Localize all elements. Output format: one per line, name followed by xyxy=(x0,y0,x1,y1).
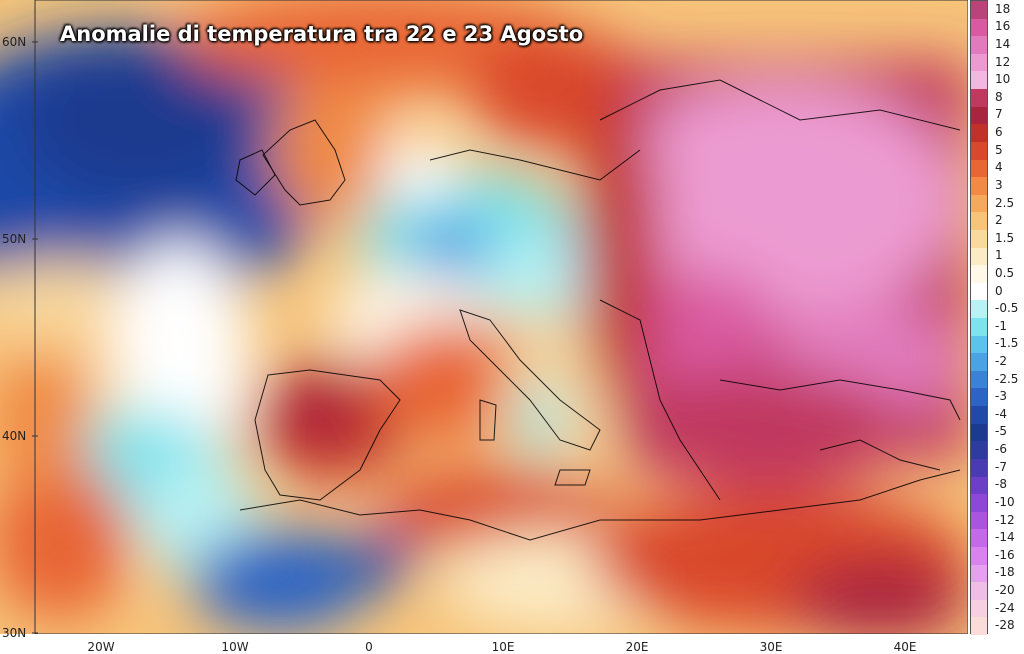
colorbar-label: -1 xyxy=(995,318,1007,333)
colorbar-swatch xyxy=(971,18,987,37)
map-title: Anomalie di temperatura tra 22 e 23 Agos… xyxy=(60,22,584,46)
colorbar-swatch xyxy=(971,582,987,601)
colorbar-swatch xyxy=(971,53,987,72)
colorbar-swatch xyxy=(971,282,987,301)
colorbar-swatch xyxy=(971,1,987,20)
colorbar-label: 10 xyxy=(995,72,1011,87)
colorbar-label: 14 xyxy=(995,37,1011,52)
colorbar-swatch xyxy=(971,124,987,143)
colorbar-label: -1.5 xyxy=(995,336,1019,351)
colorbar-swatch xyxy=(971,406,987,425)
colorbar-swatch xyxy=(971,494,987,513)
colorbar-swatch xyxy=(971,423,987,442)
temperature-anomaly-map xyxy=(0,0,968,634)
colorbar-swatch xyxy=(971,71,987,90)
colorbar-swatch xyxy=(971,458,987,477)
colorbar-label: -8 xyxy=(995,477,1007,492)
colorbar-label: 1.5 xyxy=(995,230,1015,245)
colorbar-label: 2.5 xyxy=(995,195,1015,210)
colorbar-label: 7 xyxy=(995,107,1003,122)
colorbar-swatch xyxy=(971,476,987,495)
colorbar-swatch xyxy=(971,617,987,636)
colorbar-label: -10 xyxy=(995,494,1015,509)
colorbar-label: 16 xyxy=(995,19,1011,34)
colorbar-label: -20 xyxy=(995,582,1015,597)
colorbar-swatch xyxy=(971,89,987,108)
colorbar-swatch xyxy=(971,36,987,55)
colorbar-label: -5 xyxy=(995,424,1007,439)
colorbar-label: -18 xyxy=(995,565,1015,580)
colorbar-swatch xyxy=(971,194,987,213)
colorbar-swatch xyxy=(971,511,987,530)
colorbar-label: 12 xyxy=(995,54,1011,69)
lat-label-60n: 60N xyxy=(2,35,27,49)
colorbar-label: 6 xyxy=(995,125,1003,140)
colorbar-label: 0.5 xyxy=(995,265,1015,280)
colorbar-label: -12 xyxy=(995,512,1015,527)
lat-label-30n: 30N xyxy=(2,626,27,640)
colorbar-label: -3 xyxy=(995,389,1007,404)
colorbar-swatch xyxy=(971,212,987,231)
colorbar-label: -16 xyxy=(995,547,1015,562)
colorbar-label: -28 xyxy=(995,618,1015,633)
colorbar xyxy=(970,0,988,636)
colorbar-label: -2.5 xyxy=(995,371,1019,386)
colorbar-label: -6 xyxy=(995,442,1007,457)
lat-label-50n: 50N xyxy=(2,232,27,246)
lon-label-20e: 20E xyxy=(625,640,649,654)
colorbar-label: -24 xyxy=(995,600,1015,615)
colorbar-swatch xyxy=(971,159,987,178)
colorbar-swatch xyxy=(971,247,987,266)
colorbar-label: -4 xyxy=(995,406,1007,421)
colorbar-swatch xyxy=(971,599,987,618)
colorbar-label: 2 xyxy=(995,213,1003,228)
colorbar-swatch xyxy=(971,318,987,337)
colorbar-label: 3 xyxy=(995,177,1003,192)
colorbar-label: 1 xyxy=(995,248,1003,263)
lon-label-10w: 10W xyxy=(221,640,249,654)
lon-label-20w: 20W xyxy=(87,640,115,654)
colorbar-label: 8 xyxy=(995,89,1003,104)
lon-label-40e: 40E xyxy=(893,640,917,654)
colorbar-label: 4 xyxy=(995,160,1003,175)
colorbar-label: -2 xyxy=(995,354,1007,369)
colorbar-swatch xyxy=(971,441,987,460)
colorbar-swatch xyxy=(971,177,987,196)
colorbar-swatch xyxy=(971,265,987,284)
colorbar-swatch xyxy=(971,353,987,372)
colorbar-swatch xyxy=(971,564,987,583)
colorbar-swatch xyxy=(971,229,987,249)
colorbar-label: 5 xyxy=(995,142,1003,157)
colorbar-label: 0 xyxy=(995,283,1003,298)
colorbar-swatch xyxy=(971,141,987,160)
colorbar-label: -0.5 xyxy=(995,301,1019,316)
colorbar-label: -7 xyxy=(995,459,1007,474)
colorbar-swatch xyxy=(971,335,987,354)
colorbar-swatch xyxy=(971,529,987,548)
colorbar-swatch xyxy=(971,106,987,125)
lat-label-40n: 40N xyxy=(2,429,27,443)
lon-label-0: 0 xyxy=(365,640,373,654)
colorbar-swatch xyxy=(971,546,987,566)
lon-label-10e: 10E xyxy=(491,640,515,654)
colorbar-swatch xyxy=(971,370,987,389)
colorbar-label: 18 xyxy=(995,1,1011,16)
colorbar-label: -14 xyxy=(995,530,1015,545)
lon-label-30e: 30E xyxy=(759,640,783,654)
colorbar-swatch xyxy=(971,300,987,319)
colorbar-swatch xyxy=(971,388,987,407)
